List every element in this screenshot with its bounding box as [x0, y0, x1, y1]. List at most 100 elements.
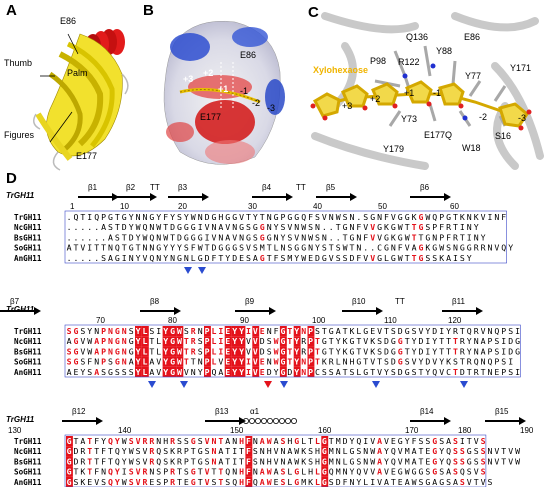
alignment-position-number: 140 [118, 426, 132, 435]
residue: T [329, 346, 334, 356]
residue: . [356, 212, 361, 222]
residue: N [391, 243, 396, 253]
residue: S [481, 456, 486, 466]
residue: S [212, 477, 217, 487]
residue: Y [446, 326, 451, 336]
residue: C [446, 367, 451, 377]
residue: T [315, 336, 320, 346]
residue: P [494, 357, 499, 367]
residue: E [425, 446, 430, 456]
residue: W [177, 367, 182, 377]
residue: G [170, 367, 175, 377]
conserved-cell [279, 356, 287, 367]
residue: F [246, 446, 251, 456]
residue: N [260, 456, 265, 466]
residue: G [74, 357, 79, 367]
residue: W [398, 253, 403, 263]
residue: G [350, 232, 355, 242]
residue: G [363, 367, 368, 377]
residue: Y [412, 346, 417, 356]
residue: N [294, 222, 299, 232]
residue: V [294, 232, 299, 242]
residue: Q [356, 467, 361, 477]
residue: A [218, 456, 223, 466]
similarity-frame [64, 210, 507, 264]
sequence-name: AnGH11 [14, 368, 42, 377]
residue: P [101, 212, 106, 222]
residue: T [87, 436, 92, 446]
panel-label-a: A [6, 2, 17, 19]
residue: I [232, 446, 237, 456]
residue: K [412, 212, 417, 222]
residue: S [74, 477, 79, 487]
residue: G [322, 253, 327, 263]
residue: . [101, 232, 106, 242]
secondary-structure-label: β3 [178, 183, 188, 192]
residue: Y [253, 212, 258, 222]
conserved-cell [141, 366, 149, 377]
residue: T [218, 477, 223, 487]
residue: N [122, 346, 127, 356]
conserved-cell [204, 336, 211, 347]
residue: P [308, 367, 313, 377]
residue: . [80, 232, 85, 242]
secondary-structure-label: β2 [126, 183, 136, 192]
residue: A [218, 367, 223, 377]
alignment-position-number: 50 [378, 202, 387, 211]
label-e177-a: E177 [76, 151, 98, 161]
residue: V [370, 467, 375, 477]
residue: G [170, 336, 175, 346]
residue: V [136, 436, 141, 446]
residue-e86: E86 [464, 32, 481, 42]
residue: Y [184, 212, 189, 222]
residue: R [143, 467, 148, 477]
residue: S [253, 446, 258, 456]
residue: G [198, 446, 203, 456]
residue: G [260, 253, 265, 263]
residue: S [467, 467, 472, 477]
residue: W [143, 232, 148, 242]
residue: Y [481, 232, 486, 242]
residue: N [488, 326, 493, 336]
subsite-minus1-c: -1 [433, 88, 442, 98]
residue: E [225, 346, 230, 356]
residue: A [405, 477, 410, 487]
alignment-position-number: 180 [458, 426, 472, 435]
residue: G [432, 456, 437, 466]
residue: T [287, 346, 292, 356]
panel-label-c: C [308, 4, 319, 21]
conserved-cell [238, 336, 246, 347]
residue: V [370, 253, 375, 263]
residue: V [474, 467, 479, 477]
residue: Y [356, 477, 361, 487]
residue: Q [467, 326, 472, 336]
residue: I [501, 346, 506, 356]
residue: I [218, 336, 223, 346]
residue: N [253, 436, 258, 446]
residue: N [212, 222, 217, 232]
residue: V [467, 477, 472, 487]
residue: P [308, 346, 313, 356]
residue: G [198, 253, 203, 263]
residue: A [225, 436, 230, 446]
strand-arrow [78, 193, 119, 201]
residue: G [191, 477, 196, 487]
strand-arrow [252, 193, 293, 201]
residue: T [198, 477, 203, 487]
alignment-position-number: 90 [240, 316, 249, 325]
residue: A [108, 253, 113, 263]
residue: S [101, 477, 106, 487]
residue: G [287, 212, 292, 222]
residue: I [122, 253, 127, 263]
residue: D [122, 222, 127, 232]
residue: W [294, 446, 299, 456]
binding-residue-marker [372, 381, 380, 388]
residue: S [177, 212, 182, 222]
residue: S [481, 446, 486, 456]
residue: G [115, 326, 120, 336]
residue: K [350, 326, 355, 336]
sequence-name: NcGH11 [14, 223, 42, 232]
residue: D [336, 477, 341, 487]
conserved-cell [279, 336, 287, 347]
residue: N [212, 446, 217, 456]
